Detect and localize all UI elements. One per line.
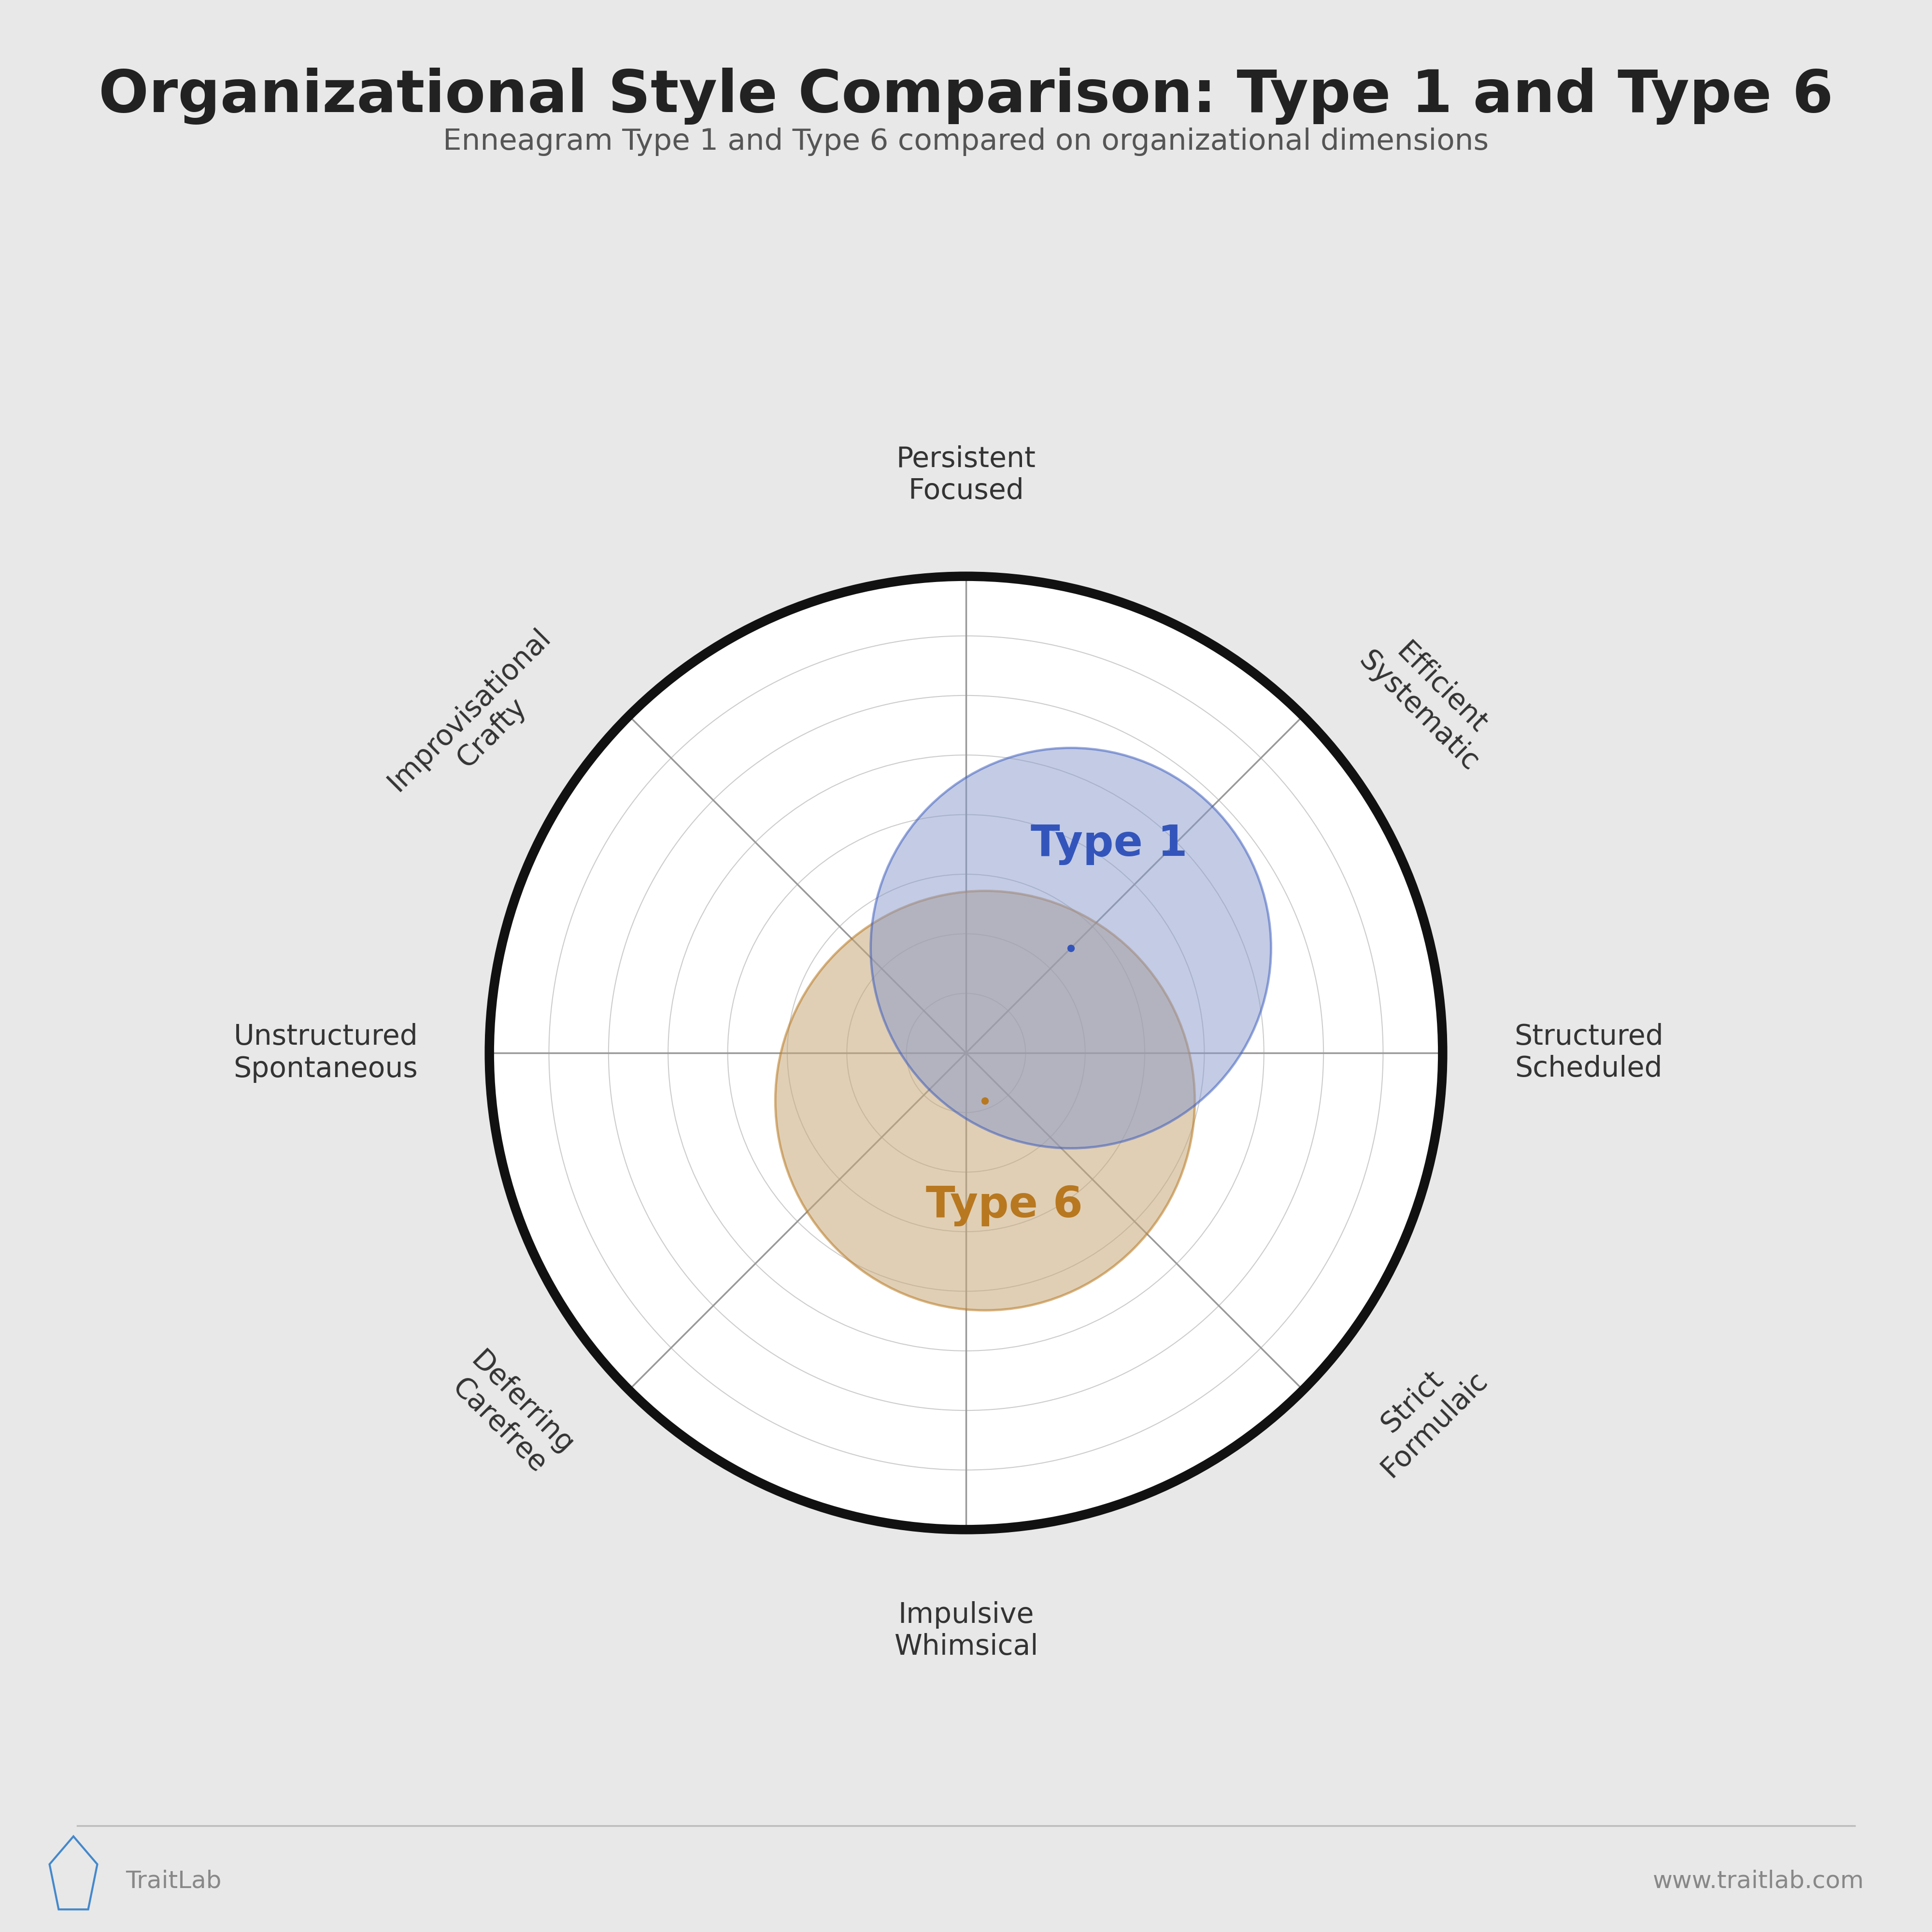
Circle shape	[489, 576, 1443, 1530]
Text: Type 6: Type 6	[925, 1184, 1082, 1227]
Text: Impulsive
Whimsical: Impulsive Whimsical	[895, 1602, 1037, 1660]
Circle shape	[871, 748, 1271, 1148]
Text: Strict
Formulaic: Strict Formulaic	[1354, 1343, 1493, 1482]
Text: TraitLab: TraitLab	[126, 1870, 222, 1893]
Text: Type 1: Type 1	[1030, 823, 1188, 866]
Circle shape	[775, 891, 1194, 1310]
Text: Unstructured
Spontaneous: Unstructured Spontaneous	[234, 1024, 417, 1082]
Text: Enneagram Type 1 and Type 6 compared on organizational dimensions: Enneagram Type 1 and Type 6 compared on …	[442, 128, 1490, 156]
Text: Deferring
Carefree: Deferring Carefree	[442, 1347, 578, 1482]
Text: Structured
Scheduled: Structured Scheduled	[1515, 1024, 1663, 1082]
Text: Persistent
Focused: Persistent Focused	[896, 446, 1036, 504]
Text: Improvisational
Crafty: Improvisational Crafty	[383, 624, 578, 819]
Text: Efficient
Systematic: Efficient Systematic	[1354, 624, 1507, 777]
Text: Organizational Style Comparison: Type 1 and Type 6: Organizational Style Comparison: Type 1 …	[99, 68, 1833, 124]
Text: www.traitlab.com: www.traitlab.com	[1654, 1870, 1864, 1893]
